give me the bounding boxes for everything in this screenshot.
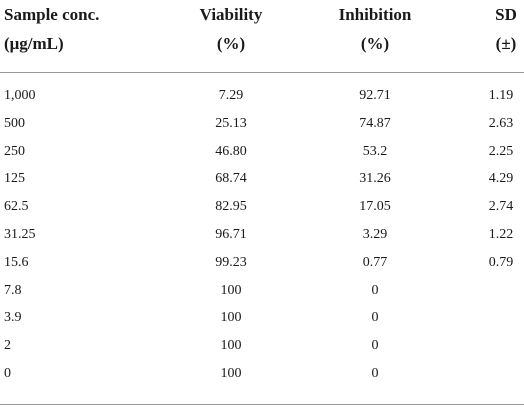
cell-sd: 1.19 xyxy=(488,88,514,103)
cell-sd: 1.22 xyxy=(488,226,514,242)
cell-inhibition: 0 xyxy=(371,310,379,326)
cell-inhibition: 31.26 xyxy=(359,171,391,187)
cell-viability: 68.74 xyxy=(215,171,247,187)
table-row: 2 100 0 xyxy=(0,332,524,360)
table-header: Sample conc. (μg/mL) Viability (%) Inhib… xyxy=(0,0,524,70)
cell-conc: 250 xyxy=(4,143,25,159)
cell-sd: 2.63 xyxy=(488,115,514,131)
cell-conc: 2 xyxy=(4,338,11,354)
cell-viability: 46.80 xyxy=(215,143,247,159)
header-sd-line2: (±) xyxy=(495,34,517,53)
cell-conc: 31.25 xyxy=(4,226,36,242)
cell-conc: 15.6 xyxy=(4,254,29,270)
header-divider xyxy=(0,72,524,73)
table-row: 3.9 100 0 xyxy=(0,304,524,332)
cell-viability: 100 xyxy=(220,365,242,381)
header-viability-line1: Viability xyxy=(199,5,263,24)
cell-viability: 100 xyxy=(220,310,242,326)
cell-viability: 99.23 xyxy=(215,254,247,270)
cell-inhibition: 17.05 xyxy=(359,199,391,215)
header-sd: SD (±) xyxy=(488,0,524,58)
table-bottom-rule xyxy=(0,404,524,405)
cell-inhibition: 0 xyxy=(371,365,379,381)
cell-conc: 1,000 xyxy=(4,88,36,103)
table-row: 125 68.74 31.26 4.29 xyxy=(0,165,524,193)
table-row: 250 46.80 53.2 2.25 xyxy=(0,138,524,166)
cell-conc: 62.5 xyxy=(4,199,29,215)
cell-inhibition: 0 xyxy=(371,338,379,354)
cell-conc: 7.8 xyxy=(4,282,22,298)
cell-conc: 500 xyxy=(4,115,25,131)
table-row: 0 100 0 xyxy=(0,360,524,388)
header-inhibition: Inhibition (%) xyxy=(320,0,430,58)
cell-sd: 4.29 xyxy=(488,171,514,187)
cell-sd: 0.79 xyxy=(488,254,514,270)
cell-conc: 0 xyxy=(4,365,11,381)
header-sample-conc: Sample conc. (μg/mL) xyxy=(4,0,99,58)
table-row: 31.25 96.71 3.29 1.22 xyxy=(0,221,524,249)
cell-sd: 2.74 xyxy=(488,199,514,215)
cell-conc: 3.9 xyxy=(4,310,22,326)
cell-viability: 7.29 xyxy=(218,88,244,103)
cell-inhibition: 74.87 xyxy=(359,115,391,131)
table-row: 1,000 7.29 92.71 1.19 xyxy=(0,82,524,110)
cell-viability: 25.13 xyxy=(215,115,247,131)
cell-viability: 96.71 xyxy=(215,226,247,242)
table-row: 15.6 99.23 0.77 0.79 xyxy=(0,249,524,277)
header-viability: Viability (%) xyxy=(186,0,276,58)
table-row: 7.8 100 0 xyxy=(0,277,524,305)
table-row: 500 25.13 74.87 2.63 xyxy=(0,110,524,138)
header-sample-conc-line1: Sample conc. xyxy=(4,5,100,24)
cell-viability: 100 xyxy=(220,282,242,298)
table-body: 1,000 7.29 92.71 1.19 500 25.13 74.87 2.… xyxy=(0,82,524,388)
cell-inhibition: 92.71 xyxy=(359,88,391,103)
header-sample-conc-line2: (μg/mL) xyxy=(4,34,64,53)
header-viability-line2: (%) xyxy=(216,34,246,53)
cell-sd: 2.25 xyxy=(488,143,514,159)
cell-viability: 82.95 xyxy=(215,199,247,215)
cell-viability: 100 xyxy=(220,338,242,354)
cell-inhibition: 0.77 xyxy=(362,254,388,270)
cell-inhibition: 3.29 xyxy=(362,226,388,242)
header-sd-line1: SD xyxy=(495,5,517,24)
header-inhibition-line1: Inhibition xyxy=(338,5,412,24)
cell-inhibition: 0 xyxy=(371,282,379,298)
table-row: 62.5 82.95 17.05 2.74 xyxy=(0,193,524,221)
cell-inhibition: 53.2 xyxy=(362,143,388,159)
cell-conc: 125 xyxy=(4,171,25,187)
header-inhibition-line2: (%) xyxy=(360,34,390,53)
